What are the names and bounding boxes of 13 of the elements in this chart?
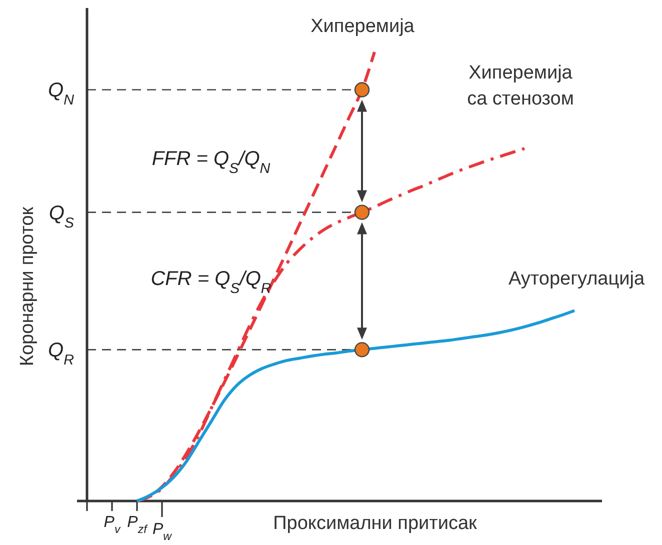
annotation: CFR = Q$_{S}$/Q$_{R}$ [150,268,272,297]
series-label: Хиперемија [310,16,415,37]
ref-line-label: Q$_{S}$ [48,202,74,232]
ref-line-label: Q$_{N}$ [48,80,75,109]
y-axis-title: Коронарни проток [17,206,38,366]
text: Хиперемија са стенозом [467,62,574,110]
series-label: Ауторегулација [508,268,645,290]
x-axis-title: Проксимални притисак [273,513,478,534]
x-tick-label: P$_{w}$ [152,521,172,543]
x-tick-label: P$_{v}$ [104,514,122,536]
annotation: FFR = Q$_{S}$/Q$_{N}$ [152,148,271,177]
ref-line-label: Q$_{R}$ [48,340,74,369]
x-tick-label: P$_{zf}$ [127,514,149,536]
